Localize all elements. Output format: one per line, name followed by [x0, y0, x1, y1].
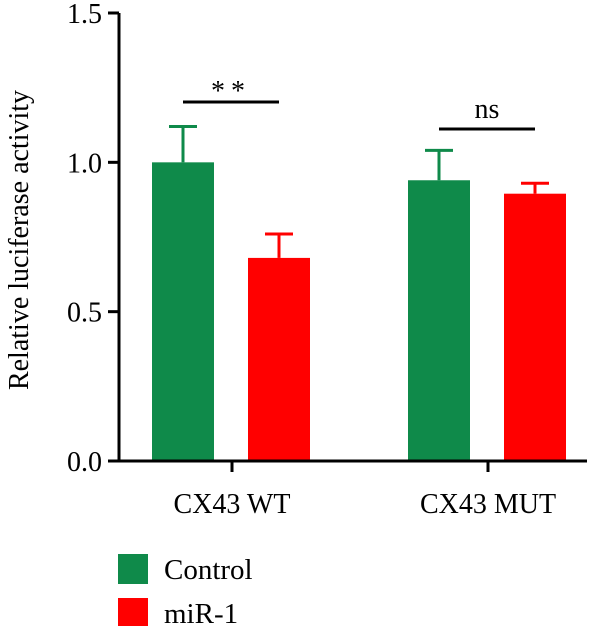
y-tick-label: 0.5	[67, 298, 102, 329]
legend-swatch-2	[118, 598, 148, 626]
legend: Control miR-1	[118, 554, 253, 626]
legend-label-1: Control	[164, 554, 253, 586]
significance-label: **	[211, 76, 251, 107]
y-tick-label: 0.0	[67, 447, 102, 478]
y-axis-label: Relative luciferase activity	[4, 90, 35, 390]
legend-label-2: miR-1	[164, 598, 238, 626]
x-tick-label: CX43 WT	[174, 489, 291, 520]
plot-area: 0.0 0.5 1.0 1.5 CX43 WT CX43 MUT ** ns	[67, 0, 587, 520]
bar-control-2	[408, 180, 470, 461]
bar-control-1	[152, 162, 214, 462]
legend-swatch-1	[118, 554, 148, 584]
bar-mir-1-2	[504, 193, 566, 461]
y-tick-label: 1.0	[67, 148, 102, 179]
bar-mir-1-1	[248, 257, 310, 461]
significance-label: ns	[475, 94, 500, 125]
x-tick-label: CX43 MUT	[420, 489, 556, 520]
y-tick-label: 1.5	[67, 0, 102, 30]
